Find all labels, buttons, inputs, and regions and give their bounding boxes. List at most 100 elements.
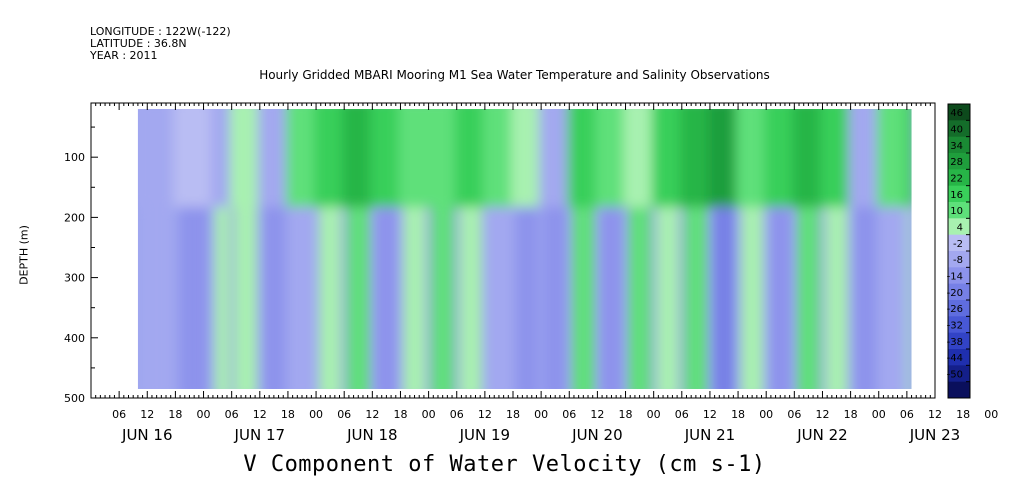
x-hour-label: 12 (928, 408, 942, 421)
field-cell-deep (712, 207, 736, 389)
x-hour-label: 18 (956, 408, 970, 421)
x-hour-label: 12 (590, 408, 604, 421)
field-cell-deep (769, 207, 792, 389)
colorbar-swatch (948, 218, 970, 236)
x-hour-label: 18 (844, 408, 858, 421)
colorbar-swatch (948, 365, 970, 383)
field-cell-surface (173, 109, 215, 208)
field-cell-deep (290, 207, 314, 389)
x-axis-label: V Component of Water Velocity (cm s-1) (243, 452, 766, 477)
y-tick-label: 300 (64, 272, 85, 285)
field-cell-deep (600, 207, 623, 389)
x-day-label: JUN 17 (234, 426, 285, 444)
field-cell-deep (628, 207, 651, 389)
x-day-label: JUN 22 (796, 426, 847, 444)
x-hour-label: 00 (984, 408, 998, 421)
colorbar-swatch (948, 283, 970, 301)
colorbar-swatch (948, 381, 970, 399)
field-cell-deep (656, 207, 679, 389)
colorbar-swatch (948, 300, 970, 317)
field-cell-surface (707, 109, 741, 208)
chart-title: Hourly Gridded MBARI Mooring M1 Sea Wate… (259, 68, 770, 82)
colorbar-swatch (948, 316, 970, 334)
field-cell-deep (825, 207, 848, 389)
x-day-label: JUN 20 (571, 426, 622, 444)
heatmap-field (137, 109, 912, 389)
field-cell-deep (572, 207, 595, 389)
field-cell-deep (740, 207, 764, 389)
x-hour-label: 18 (393, 408, 407, 421)
y-axis: 100 200 300 400 500 (64, 126, 98, 405)
colorbar-label: -32 (947, 321, 963, 332)
x-day-label: JUN 18 (346, 426, 397, 444)
x-hour-label: 06 (112, 408, 126, 421)
year-label: YEAR : 2011 (90, 49, 158, 62)
field-cell-deep (431, 207, 454, 389)
x-hour-label: 00 (309, 408, 323, 421)
colorbar-label: -38 (947, 337, 963, 348)
x-hour-label: 18 (281, 408, 295, 421)
field-cell-deep (234, 207, 257, 389)
field-cell-surface (370, 109, 403, 208)
x-hour-label: 06 (675, 408, 689, 421)
x-hour-label: 00 (872, 408, 886, 421)
colorbar-swatch (948, 136, 970, 154)
field-cell-surface (137, 109, 178, 208)
field-cell-surface (876, 109, 909, 208)
x-hour-label: 12 (365, 408, 379, 421)
field-cell-surface (679, 109, 712, 208)
field-cell-surface (285, 109, 319, 208)
field-cell-deep (347, 207, 370, 389)
field-cell-surface (848, 109, 881, 208)
colorbar-label: -2 (953, 239, 963, 250)
x-hour-label: 06 (450, 408, 464, 421)
field-cell-surface (567, 109, 600, 208)
field-cell-deep (684, 207, 708, 389)
x-hour-label: 18 (168, 408, 182, 421)
field-cell-deep (403, 207, 426, 389)
colorbar-swatch (948, 185, 970, 203)
field-cell-surface (482, 109, 515, 208)
field-cell-deep (907, 207, 912, 389)
x-axis: 06 12 18 00 06 12 18 00 06 12 18 00 06 12 18 00 06 12 18 00… (95, 103, 998, 444)
colorbar-swatch (948, 202, 970, 219)
field-cell-surface (651, 109, 684, 208)
x-hour-label: 00 (534, 408, 548, 421)
y-tick-label: 100 (64, 151, 85, 164)
colorbar-label: -8 (953, 255, 963, 266)
field-cell-surface (623, 109, 656, 208)
colorbar-label: 10 (950, 206, 963, 217)
colorbar-swatch (948, 234, 970, 252)
field-cell-surface (792, 109, 825, 208)
field-cell-surface (511, 109, 544, 208)
x-hour-label: 00 (759, 408, 773, 421)
field-cell-surface (342, 109, 375, 208)
colorbar-label: -14 (947, 272, 963, 283)
x-hour-label: 12 (703, 408, 717, 421)
field-cell-surface (820, 109, 853, 208)
x-hour-label: 06 (337, 408, 351, 421)
colorbar-label: 22 (950, 174, 963, 185)
x-hour-label: 12 (815, 408, 829, 421)
field-cell-deep (853, 207, 876, 389)
x-hour-label: 06 (225, 408, 239, 421)
colorbar: 46 40 34 28 22 16 10 4 -2 -8 -14 -20 -26 -32 -38 -44 -50 (947, 103, 971, 399)
field-cell-deep (797, 207, 820, 389)
x-hour-label: 00 (197, 408, 211, 421)
y-tick-label: 400 (64, 332, 85, 345)
colorbar-label: 40 (950, 125, 963, 136)
x-hour-label: 06 (787, 408, 801, 421)
colorbar-label: -50 (947, 370, 963, 381)
colorbar-swatch (948, 104, 970, 121)
field-cell-deep (487, 207, 511, 389)
y-tick-label: 200 (64, 211, 85, 224)
colorbar-label: 4 (957, 223, 963, 234)
x-day-label: JUN 21 (684, 426, 735, 444)
colorbar-swatch (948, 120, 970, 138)
field-cell-deep (881, 207, 905, 389)
field-cell-surface (454, 109, 487, 208)
x-hour-label: 18 (619, 408, 633, 421)
x-hour-label: 18 (506, 408, 520, 421)
field-cell-surface (736, 109, 769, 208)
